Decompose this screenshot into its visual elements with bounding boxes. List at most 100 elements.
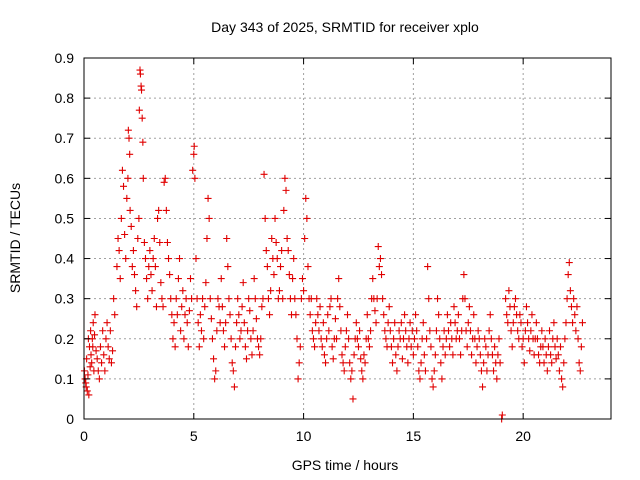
data-point [382,335,390,343]
data-point [558,375,566,383]
data-point [401,311,409,319]
data-point [201,303,209,311]
data-point [336,303,344,311]
data-point [218,303,226,311]
y-tick-label: 0.2 [55,331,75,347]
data-point [285,271,293,279]
data-point [548,359,556,367]
data-point [294,375,302,383]
data-point [431,351,439,359]
data-point [114,235,122,242]
data-point [553,335,561,343]
data-point [375,263,383,271]
data-point [100,351,108,359]
data-point [395,327,403,335]
data-point [561,335,569,343]
data-point [427,343,435,351]
data-point [560,359,568,367]
data-point [91,311,99,319]
data-point [133,303,141,311]
data-point [315,327,323,335]
data-point [524,319,532,327]
data-point [559,383,567,391]
data-point [190,150,198,158]
data-point [402,327,410,335]
data-point [353,335,361,343]
data-point [235,311,243,319]
data-point [323,335,331,343]
data-point [546,327,554,335]
data-point [126,206,134,214]
data-point [363,311,371,319]
data-point [242,355,250,363]
data-point [420,351,428,359]
data-point [134,235,142,242]
data-point [275,287,283,295]
data-point [446,343,454,351]
data-point [206,295,214,303]
data-point [485,327,493,335]
data-point [460,271,468,279]
data-point [311,343,319,351]
data-point [107,359,115,367]
data-point [212,367,220,375]
data-point [574,335,582,343]
data-point [152,303,160,311]
data-point [303,214,311,222]
data-point [341,343,349,351]
data-point [170,319,178,327]
data-point [324,311,332,319]
data-point [271,214,279,222]
data-point [390,335,398,343]
data-point [359,375,367,383]
data-point [116,275,124,283]
x-axis-label: GPS time / hours [292,457,399,473]
data-point [261,214,269,222]
data-point [246,307,254,315]
data-point [313,295,321,303]
data-point [120,182,128,190]
data-point [357,355,365,363]
data-point [173,311,181,319]
data-point [83,387,91,395]
data-point [518,343,526,351]
data-point [481,335,489,343]
data-point [89,319,97,327]
data-point [292,311,300,319]
data-point [527,327,535,335]
data-point [298,275,306,283]
data-point [194,319,202,327]
data-point [96,343,104,351]
data-point [509,319,517,327]
data-point [322,359,330,367]
data-point [450,303,458,311]
data-point [540,359,548,367]
data-point [225,295,233,303]
data-point [547,351,555,359]
data-point [491,343,499,351]
data-point [340,367,348,375]
data-point [156,239,164,247]
data-point [570,295,578,303]
data-point [217,275,225,283]
data-point [185,307,193,315]
data-point [270,271,278,279]
data-point [494,351,502,359]
data-point [544,343,552,351]
data-point [367,327,375,335]
x-tick-label: 5 [190,428,198,444]
data-point [222,319,230,327]
data-point [328,343,336,351]
data-point [449,351,457,359]
data-point [331,315,339,323]
data-point [562,319,570,327]
data-point [125,134,133,142]
data-point [272,239,280,247]
data-point [87,327,95,335]
data-point [443,311,451,319]
data-point [273,255,281,263]
y-tick-label: 0.4 [55,251,75,267]
data-point [371,307,379,315]
data-point [474,327,482,335]
data-point [339,359,347,367]
